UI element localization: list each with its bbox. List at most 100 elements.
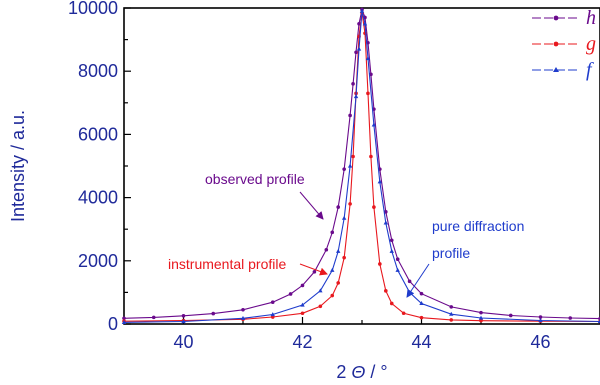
legend-label: h	[586, 7, 596, 29]
data-point	[478, 315, 484, 320]
data-point	[336, 248, 341, 253]
data-point	[336, 281, 341, 285]
data-point	[359, 8, 365, 13]
x-tick-label: 40	[173, 332, 193, 352]
series-h	[122, 7, 600, 321]
legend-entry-f: f	[532, 59, 594, 81]
data-point	[354, 50, 358, 55]
x-tick-label: 42	[292, 332, 312, 352]
data-point	[449, 318, 454, 322]
data-point	[318, 288, 323, 293]
data-point	[351, 82, 355, 86]
y-tick-label: 2000	[78, 251, 118, 271]
data-point	[353, 94, 359, 99]
data-point	[300, 311, 305, 316]
data-point	[241, 307, 245, 312]
data-point	[330, 230, 335, 235]
data-point	[330, 267, 335, 272]
data-point	[300, 302, 305, 307]
data-point	[336, 205, 341, 209]
data-point	[389, 238, 394, 243]
data-point	[300, 283, 305, 288]
data-point	[122, 316, 126, 321]
series	[121, 7, 600, 325]
data-point	[330, 293, 335, 298]
annotation-arrow	[299, 191, 324, 220]
y-tick-label: 10000	[68, 0, 118, 18]
data-point	[479, 318, 483, 323]
data-point	[568, 316, 573, 320]
y-ticks: 0 2000 4000 6000 8000 10000	[68, 0, 131, 334]
series-line-h	[123, 7, 600, 320]
data-point	[312, 270, 317, 274]
data-point	[181, 313, 186, 318]
data-point	[395, 267, 400, 272]
data-point	[211, 311, 216, 316]
data-point	[384, 210, 388, 214]
legend-entry-g: g	[532, 33, 596, 55]
data-point	[395, 257, 400, 262]
data-point	[372, 205, 376, 209]
data-point	[389, 248, 394, 253]
annotation-label: observed profile	[205, 171, 305, 187]
legend-marker	[553, 41, 559, 47]
series-g	[122, 10, 600, 324]
data-point	[342, 167, 346, 171]
data-point	[371, 122, 377, 127]
y-tick-label: 8000	[78, 61, 118, 81]
data-point	[348, 202, 352, 206]
annotation-arrow	[406, 263, 430, 298]
x-axis-title: 2 Θ / °	[336, 362, 387, 382]
legend-marker	[553, 67, 559, 72]
legend-marker	[553, 15, 559, 21]
data-point	[356, 46, 362, 51]
data-point	[389, 301, 394, 306]
annotation-label: instrumental profile	[168, 256, 286, 272]
data-point	[377, 179, 383, 184]
axes	[123, 7, 600, 325]
data-point	[362, 21, 368, 26]
data-point	[419, 291, 424, 296]
y-tick-label: 6000	[78, 124, 118, 144]
data-point	[538, 318, 543, 323]
data-point	[401, 311, 406, 316]
annotation-label: profile	[432, 245, 470, 261]
data-point	[351, 154, 355, 159]
data-point	[538, 315, 543, 319]
data-point	[181, 319, 186, 324]
data-point	[449, 305, 454, 309]
data-point	[407, 279, 412, 284]
series-line-g	[123, 12, 600, 323]
data-point	[384, 289, 388, 293]
series-line-f	[123, 11, 600, 323]
plot-frame	[123, 7, 600, 325]
x-ticks: 40 42 44 46	[123, 317, 600, 352]
legend-label: g	[586, 33, 596, 55]
y-tick-label: 4000	[78, 188, 118, 208]
data-point	[318, 304, 323, 309]
data-point	[324, 247, 329, 252]
annotation-arrow	[299, 263, 328, 276]
data-point	[121, 320, 127, 325]
data-point	[347, 163, 353, 168]
y-tick-label: 0	[108, 314, 118, 334]
x-tick-label: 44	[411, 332, 431, 352]
data-point	[365, 56, 371, 61]
legend: hgf	[532, 7, 596, 81]
x-tick-label: 46	[530, 332, 550, 352]
data-point	[240, 315, 246, 320]
data-point	[348, 113, 352, 118]
series-f	[121, 8, 600, 325]
data-point	[419, 315, 424, 320]
annotations: observed profile instrumental profile pure…	[168, 171, 524, 298]
data-point	[270, 315, 275, 319]
data-point	[357, 22, 361, 26]
data-point	[479, 310, 483, 315]
data-point	[449, 311, 454, 316]
data-point	[597, 319, 600, 324]
data-point	[341, 215, 347, 220]
y-axis-title: Intensity / a.u.	[8, 110, 28, 222]
data-point	[383, 220, 388, 225]
data-point	[270, 312, 275, 317]
